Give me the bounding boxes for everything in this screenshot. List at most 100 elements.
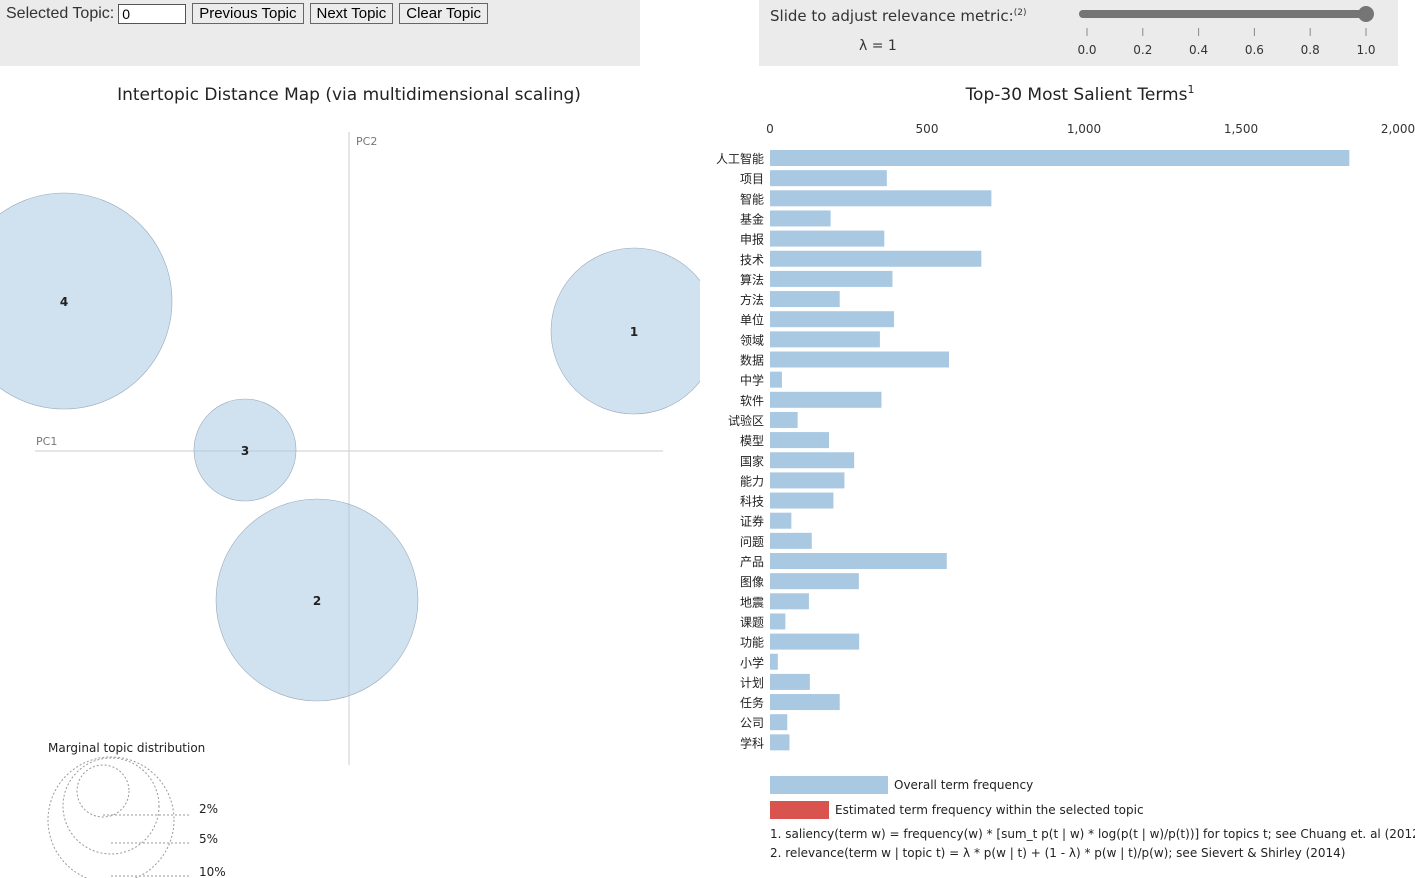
selected-topic-label: Selected Topic: [6,4,115,22]
pc1-label: PC1 [36,435,57,448]
marginal-circle-5pct [62,757,160,855]
term-label-18[interactable]: 证券 [740,514,764,529]
salient-terms-chart: Top-30 Most Salient Terms1 0 500 1,000 1,50… [716,83,1415,860]
slider-handle[interactable] [1358,6,1374,22]
bar-3[interactable] [770,210,831,227]
term-label-5[interactable]: 技术 [740,253,764,267]
term-label-15[interactable]: 国家 [740,453,764,468]
term-label-8[interactable]: 单位 [740,312,764,327]
chart-title: Top-30 Most Salient Terms1 [965,83,1195,105]
bar-23[interactable] [770,613,786,630]
term-label-22[interactable]: 地震 [740,595,764,609]
footnote-1: 1. saliency(term w) = frequency(w) * [su… [770,827,1415,841]
intertopic-map: Intertopic Distance Map (via multidimens… [0,85,700,878]
slider-tick-label-1: 0.2 [1133,43,1152,57]
term-label-9[interactable]: 领域 [740,333,764,347]
term-label-28[interactable]: 公司 [740,716,764,730]
topic-circle-1[interactable]: 1 [550,247,700,415]
next-topic-button[interactable]: Next Topic [309,3,394,24]
previous-topic-button[interactable]: Previous Topic [192,3,304,24]
chart-title-sup: 1 [1187,83,1194,96]
term-label-7[interactable]: 方法 [740,292,764,307]
marginal-circle-10pct [47,756,175,878]
footnote-2: 2. relevance(term w | topic t) = λ * p(w… [770,846,1345,860]
bar-10[interactable] [770,351,949,368]
slider-tick-label-4: 0.8 [1301,43,1320,57]
topic-circle-4[interactable]: 4 [0,192,173,410]
slider-tick-label-0: 0.0 [1077,43,1096,57]
relevance-slider[interactable]: 0.0 0.2 0.4 0.6 0.8 1.0 [759,0,1398,66]
bar-16[interactable] [770,472,845,489]
bar-12[interactable] [770,391,882,408]
term-label-6[interactable]: 算法 [740,272,764,287]
bar-5[interactable] [770,250,982,267]
bar-0[interactable] [770,150,1350,166]
term-label-4[interactable]: 申报 [740,232,764,247]
marginal-label-2pct: 2% [199,802,218,816]
term-label-26[interactable]: 计划 [740,676,764,690]
term-label-25[interactable]: 小学 [740,655,764,670]
bar-29[interactable] [770,734,790,751]
slider-ticks: 0.0 0.2 0.4 0.6 0.8 1.0 [1077,28,1376,57]
term-label-2[interactable]: 智能 [740,191,764,206]
bar-28[interactable] [770,714,788,731]
term-label-16[interactable]: 能力 [740,474,764,488]
legend-estimated-label: Estimated term frequency within the sele… [835,803,1144,817]
marginal-title: Marginal topic distribution [48,741,205,755]
bar-18[interactable] [770,512,792,529]
bar-22[interactable] [770,593,809,610]
term-label-20[interactable]: 产品 [740,555,764,569]
topic-circle-2[interactable]: 2 [215,498,419,702]
term-label-13[interactable]: 试验区 [728,413,764,428]
pc2-label: PC2 [356,135,377,148]
bar-27[interactable] [770,694,840,711]
term-label-3[interactable]: 基金 [740,211,764,226]
topic-circle-3[interactable]: 3 [193,398,297,502]
marginal-label-10pct: 10% [199,865,226,878]
selected-topic-input[interactable] [118,3,187,24]
bar-6[interactable] [770,270,893,287]
term-label-23[interactable]: 课题 [740,615,764,629]
bar-8[interactable] [770,311,895,328]
term-label-27[interactable]: 任务 [740,695,764,710]
legend-estimated-swatch [770,801,829,819]
bar-24[interactable] [770,633,860,650]
bar-4[interactable] [770,230,885,247]
bar-1[interactable] [770,170,887,187]
slider-tick-label-2: 0.4 [1189,43,1208,57]
marginal-legend-circles [47,756,190,878]
bar-14[interactable] [770,432,830,449]
clear-topic-button[interactable]: Clear Topic [399,3,489,24]
bar-7[interactable] [770,291,840,308]
bar-21[interactable] [770,573,859,590]
bar-15[interactable] [770,452,855,469]
term-label-29[interactable]: 学科 [740,735,764,750]
term-label-24[interactable]: 功能 [740,636,764,650]
term-label-10[interactable]: 数据 [740,353,764,368]
relevance-slider-label: Slide to adjust relevance metric:(2) [770,7,1026,25]
term-label-14[interactable]: 模型 [740,434,764,448]
term-label-12[interactable]: 软件 [740,394,764,408]
lambda-readout: λ = 1 [859,38,897,54]
marginal-circle-2pct [76,764,130,818]
bar-25[interactable] [770,653,778,670]
bar-2[interactable] [770,190,992,207]
bar-11[interactable] [770,371,782,388]
term-label-21[interactable]: 图像 [740,575,764,589]
bar-9[interactable] [770,331,880,348]
bar-17[interactable] [770,492,834,509]
term-label-1[interactable]: 项目 [740,172,764,186]
topic-label-3: 3 [241,444,249,458]
relevance-label-text: Slide to adjust relevance metric: [770,7,1014,25]
term-label-11[interactable]: 中学 [740,373,764,388]
bar-19[interactable] [770,532,812,549]
term-label-0[interactable]: 人工智能 [716,151,764,166]
x-tick-label-2: 1,000 [1067,122,1101,136]
bar-20[interactable] [770,553,947,569]
relevance-footnote-mark: (2) [1013,8,1027,18]
x-tick-label-0: 0 [766,122,774,136]
bar-26[interactable] [770,673,810,690]
bar-13[interactable] [770,411,798,428]
term-label-17[interactable]: 科技 [740,495,764,509]
term-label-19[interactable]: 问题 [740,535,764,549]
